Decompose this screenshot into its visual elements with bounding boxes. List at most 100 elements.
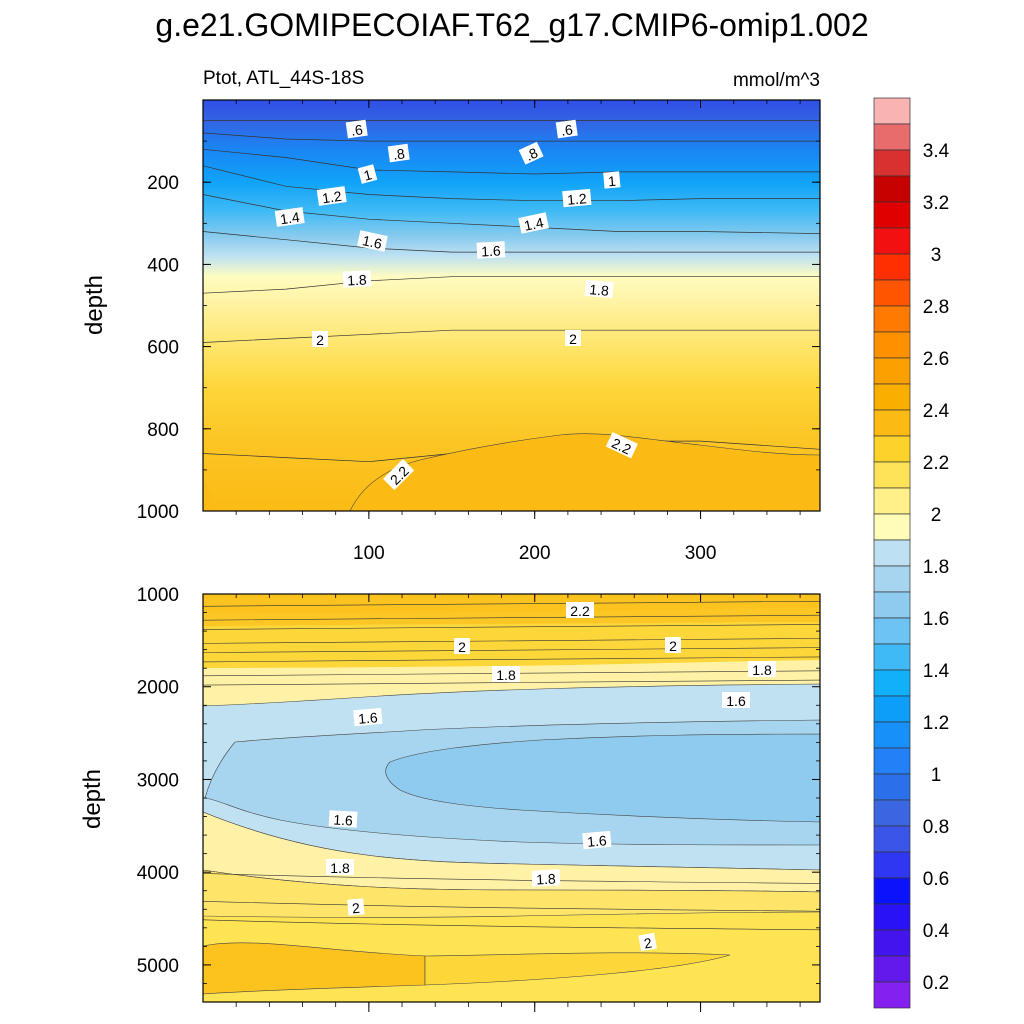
- colorbar-box: [873, 539, 911, 567]
- colorbar-box: [873, 981, 911, 1009]
- contour-label: .8: [518, 141, 544, 165]
- svg-text:1.8: 1.8: [752, 662, 772, 678]
- colorbar: 3.4 3.2 3 2.8 2.6 2.4 2.2 2 1.8 1.6 1.4 1.2 1 0.8 0.6 0…: [873, 97, 950, 1009]
- contour-label: 1: [603, 171, 621, 189]
- isoline-0.8: [202, 132, 820, 142]
- isoline: [202, 919, 821, 931]
- colorbar-box: [873, 695, 911, 723]
- svg-text:2: 2: [316, 332, 324, 348]
- lower-panel: depth 1000 2000 3000 4000 5000 2.2 2 2 1.8 1…: [79, 585, 821, 1012]
- colorbar-box: [873, 435, 911, 463]
- svg-text:.6: .6: [560, 121, 574, 138]
- upper-panel: Ptot, ATL_44S-18S mmol/m^3 depth 200 400 6…: [81, 68, 821, 564]
- svg-text:1: 1: [362, 166, 374, 184]
- colorbar-box: [873, 149, 911, 177]
- y-tick-label: 400: [147, 255, 179, 276]
- colorbar-box: [873, 461, 911, 489]
- svg-text:1.6: 1.6: [587, 832, 608, 850]
- svg-text:1.6: 1.6: [333, 812, 353, 829]
- zone-2.2-b: [203, 594, 820, 626]
- svg-text:1.6: 1.6: [726, 693, 746, 709]
- colorbar-box: [873, 825, 911, 853]
- contour-label: 2: [638, 932, 657, 952]
- contour-label: 1.6: [476, 241, 506, 259]
- contour-label: 1: [357, 164, 378, 184]
- colorbar-label: 2.2: [923, 453, 949, 474]
- svg-text:1.4: 1.4: [279, 209, 301, 228]
- colorbar-label: 2.6: [923, 349, 949, 370]
- y-tick-label: 200: [147, 173, 179, 194]
- svg-text:.6: .6: [350, 121, 364, 138]
- svg-text:1.8: 1.8: [347, 271, 367, 288]
- colorbar-box: [873, 227, 911, 255]
- contour-label: 1.6: [328, 810, 358, 829]
- colorbar-box: [873, 383, 911, 411]
- colorbar-box: [873, 773, 911, 801]
- svg-text:2.2: 2.2: [609, 435, 634, 458]
- svg-text:2.2: 2.2: [570, 603, 590, 619]
- x-tick-label: 300: [685, 543, 717, 564]
- colorbar-box: [873, 175, 911, 203]
- colorbar-box: [873, 877, 911, 905]
- zone-2.1-deep: [424, 952, 731, 986]
- colorbar-box: [873, 903, 911, 931]
- contour-label: 1.4: [518, 212, 549, 234]
- colorbar-box: [873, 617, 911, 645]
- contour-label: .8: [387, 143, 410, 163]
- colorbar-box: [873, 487, 911, 515]
- colorbar-box: [873, 747, 911, 775]
- colorbar-boxes: [873, 97, 911, 1009]
- colorbar-box: [873, 591, 911, 619]
- colorbar-box: [873, 643, 911, 671]
- upper-ylabel: depth: [81, 275, 108, 335]
- zone-1.8: [203, 660, 820, 706]
- contour-label: 2.2: [566, 602, 594, 619]
- y-tick-label: 2000: [137, 678, 179, 699]
- svg-text:1.6: 1.6: [361, 232, 384, 252]
- contour-label: 2: [665, 637, 681, 654]
- colorbar-label: 3.2: [923, 193, 949, 214]
- svg-text:1.8: 1.8: [330, 860, 350, 876]
- contour-label: 1.8: [492, 666, 520, 683]
- isoline: [202, 900, 821, 912]
- upper-contour-labels: .6 .6 .8 .8 1 1 1.2 1.2 1.4 1.4 1.6 1.6 …: [274, 119, 638, 491]
- x-tick-label: 100: [353, 543, 385, 564]
- svg-text:2: 2: [643, 934, 654, 951]
- contour-label: 1.2: [316, 186, 347, 206]
- colorbar-label: 3.4: [923, 141, 950, 162]
- zone-1.4-core: [385, 733, 821, 823]
- colorbar-box: [873, 305, 911, 333]
- y-tick-label: 4000: [137, 863, 179, 884]
- colorbar-label: 3: [931, 245, 942, 266]
- upper-y-ticks: 200 400 600 800 1000: [137, 140, 820, 523]
- colorbar-box: [873, 253, 911, 281]
- colorbar-box: [873, 357, 911, 385]
- colorbar-box: [873, 955, 911, 983]
- svg-text:1.4: 1.4: [523, 214, 546, 234]
- x-tick-label: 200: [519, 543, 551, 564]
- svg-text:1.6: 1.6: [358, 709, 379, 727]
- colorbar-label: 1.4: [923, 661, 950, 682]
- svg-text:.8: .8: [392, 145, 406, 162]
- svg-text:1.8: 1.8: [496, 667, 516, 683]
- contour-label: 2: [312, 331, 328, 348]
- y-tick-label: 1000: [137, 585, 179, 606]
- colorbar-box: [873, 123, 911, 151]
- upper-left-orange: [203, 480, 215, 511]
- colorbar-label: 1.6: [923, 609, 949, 630]
- zone-2.0: [203, 622, 820, 668]
- contour-label: 2: [454, 638, 470, 655]
- subtitle-right: mmol/m^3: [733, 70, 820, 91]
- lower-ylabel: depth: [79, 769, 106, 829]
- subtitle-left: Ptot, ATL_44S-18S: [203, 68, 364, 89]
- contour-label: 1.8: [326, 859, 354, 876]
- colorbar-box: [873, 669, 911, 697]
- isoline-1.8: [202, 276, 820, 294]
- colorbar-box: [873, 851, 911, 879]
- colorbar-box: [873, 279, 911, 307]
- svg-text:1.6: 1.6: [481, 242, 501, 259]
- contour-label: 1.6: [353, 707, 383, 727]
- colorbar-label: 0.4: [923, 921, 950, 942]
- contour-label: 2: [565, 330, 581, 347]
